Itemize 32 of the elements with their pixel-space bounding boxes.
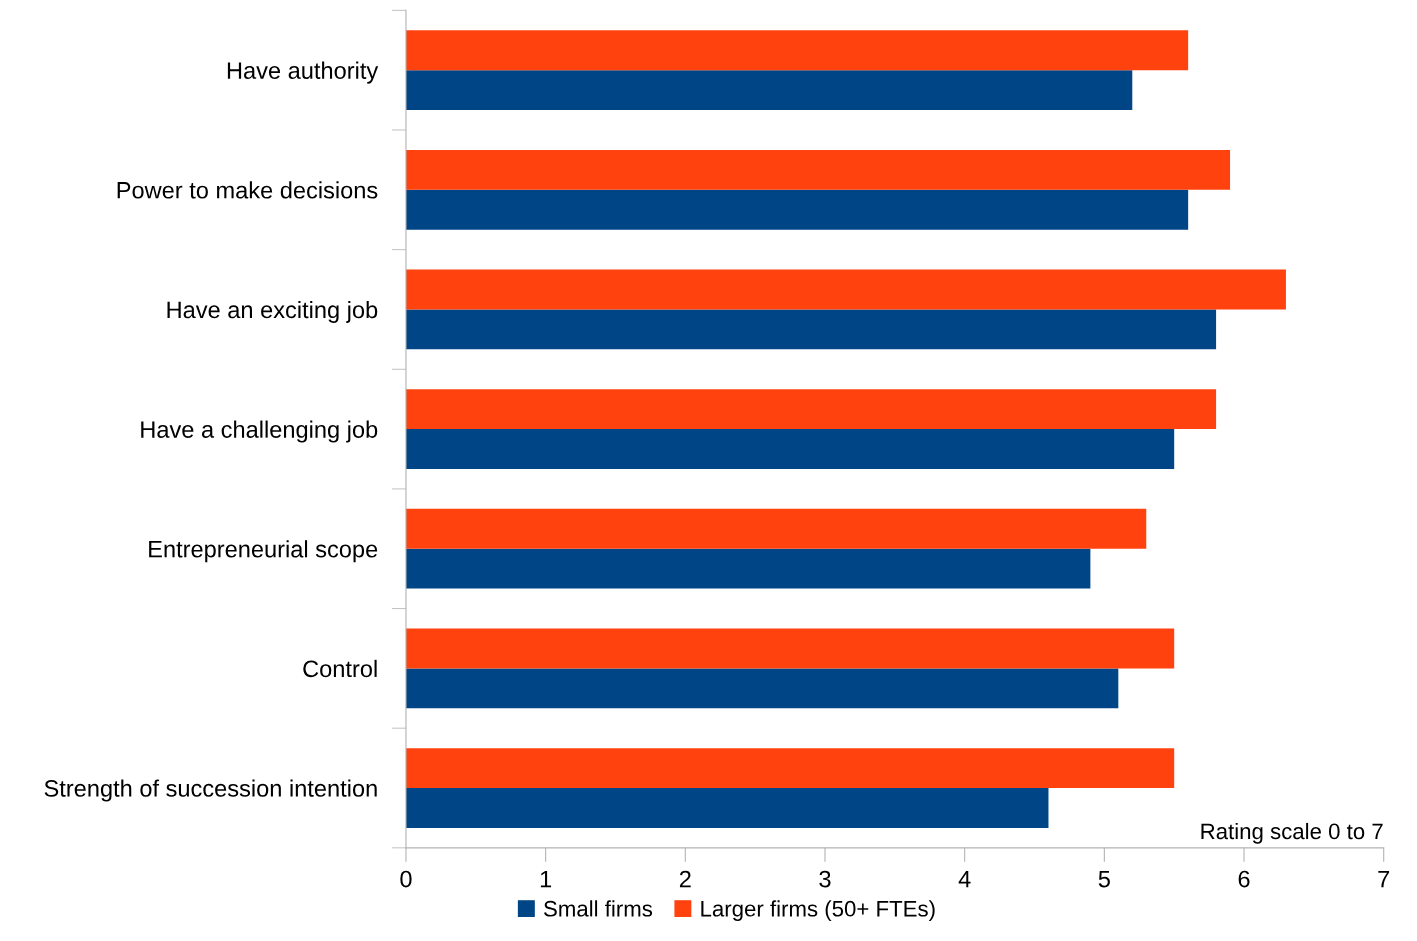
bar xyxy=(405,389,1217,430)
y-tick-label: Entrepreneurial scope xyxy=(149,540,378,563)
bar xyxy=(405,269,1286,310)
bar xyxy=(405,429,1175,469)
bar xyxy=(405,309,1217,350)
x-tick-label: 3 xyxy=(819,870,831,888)
bar xyxy=(405,30,1189,71)
y-tick-label: Have authority xyxy=(227,61,379,84)
legend-label: Larger firms (50+ FTEs) xyxy=(701,900,935,921)
x-tick-label: 2 xyxy=(679,870,691,888)
bar xyxy=(405,628,1175,669)
legend-label: Small firms xyxy=(544,900,653,917)
x-tick-label: 6 xyxy=(1238,870,1250,888)
annotation: Rating scale 0 to 7 xyxy=(1201,822,1383,844)
bar xyxy=(405,748,1175,789)
y-tick-label: Have an exciting job xyxy=(167,300,378,323)
y-tick-label: Control xyxy=(303,659,377,678)
bar xyxy=(405,668,1119,709)
bar xyxy=(405,788,1049,828)
y-tick-label: Power to make decisions xyxy=(117,181,378,199)
x-tick-label: 5 xyxy=(1098,870,1110,888)
y-tick-label: Strength of succession intention xyxy=(44,779,377,802)
bar xyxy=(405,189,1189,230)
bar xyxy=(405,149,1231,190)
x-tick-label: 0 xyxy=(400,870,412,888)
bar xyxy=(405,70,1133,111)
y-tick-label: Have a challenging job xyxy=(141,420,378,443)
bar xyxy=(405,548,1091,589)
x-tick-label: 4 xyxy=(958,870,971,888)
bar xyxy=(405,508,1147,549)
x-tick-label: 1 xyxy=(540,870,552,888)
x-tick-label: 7 xyxy=(1378,870,1390,888)
